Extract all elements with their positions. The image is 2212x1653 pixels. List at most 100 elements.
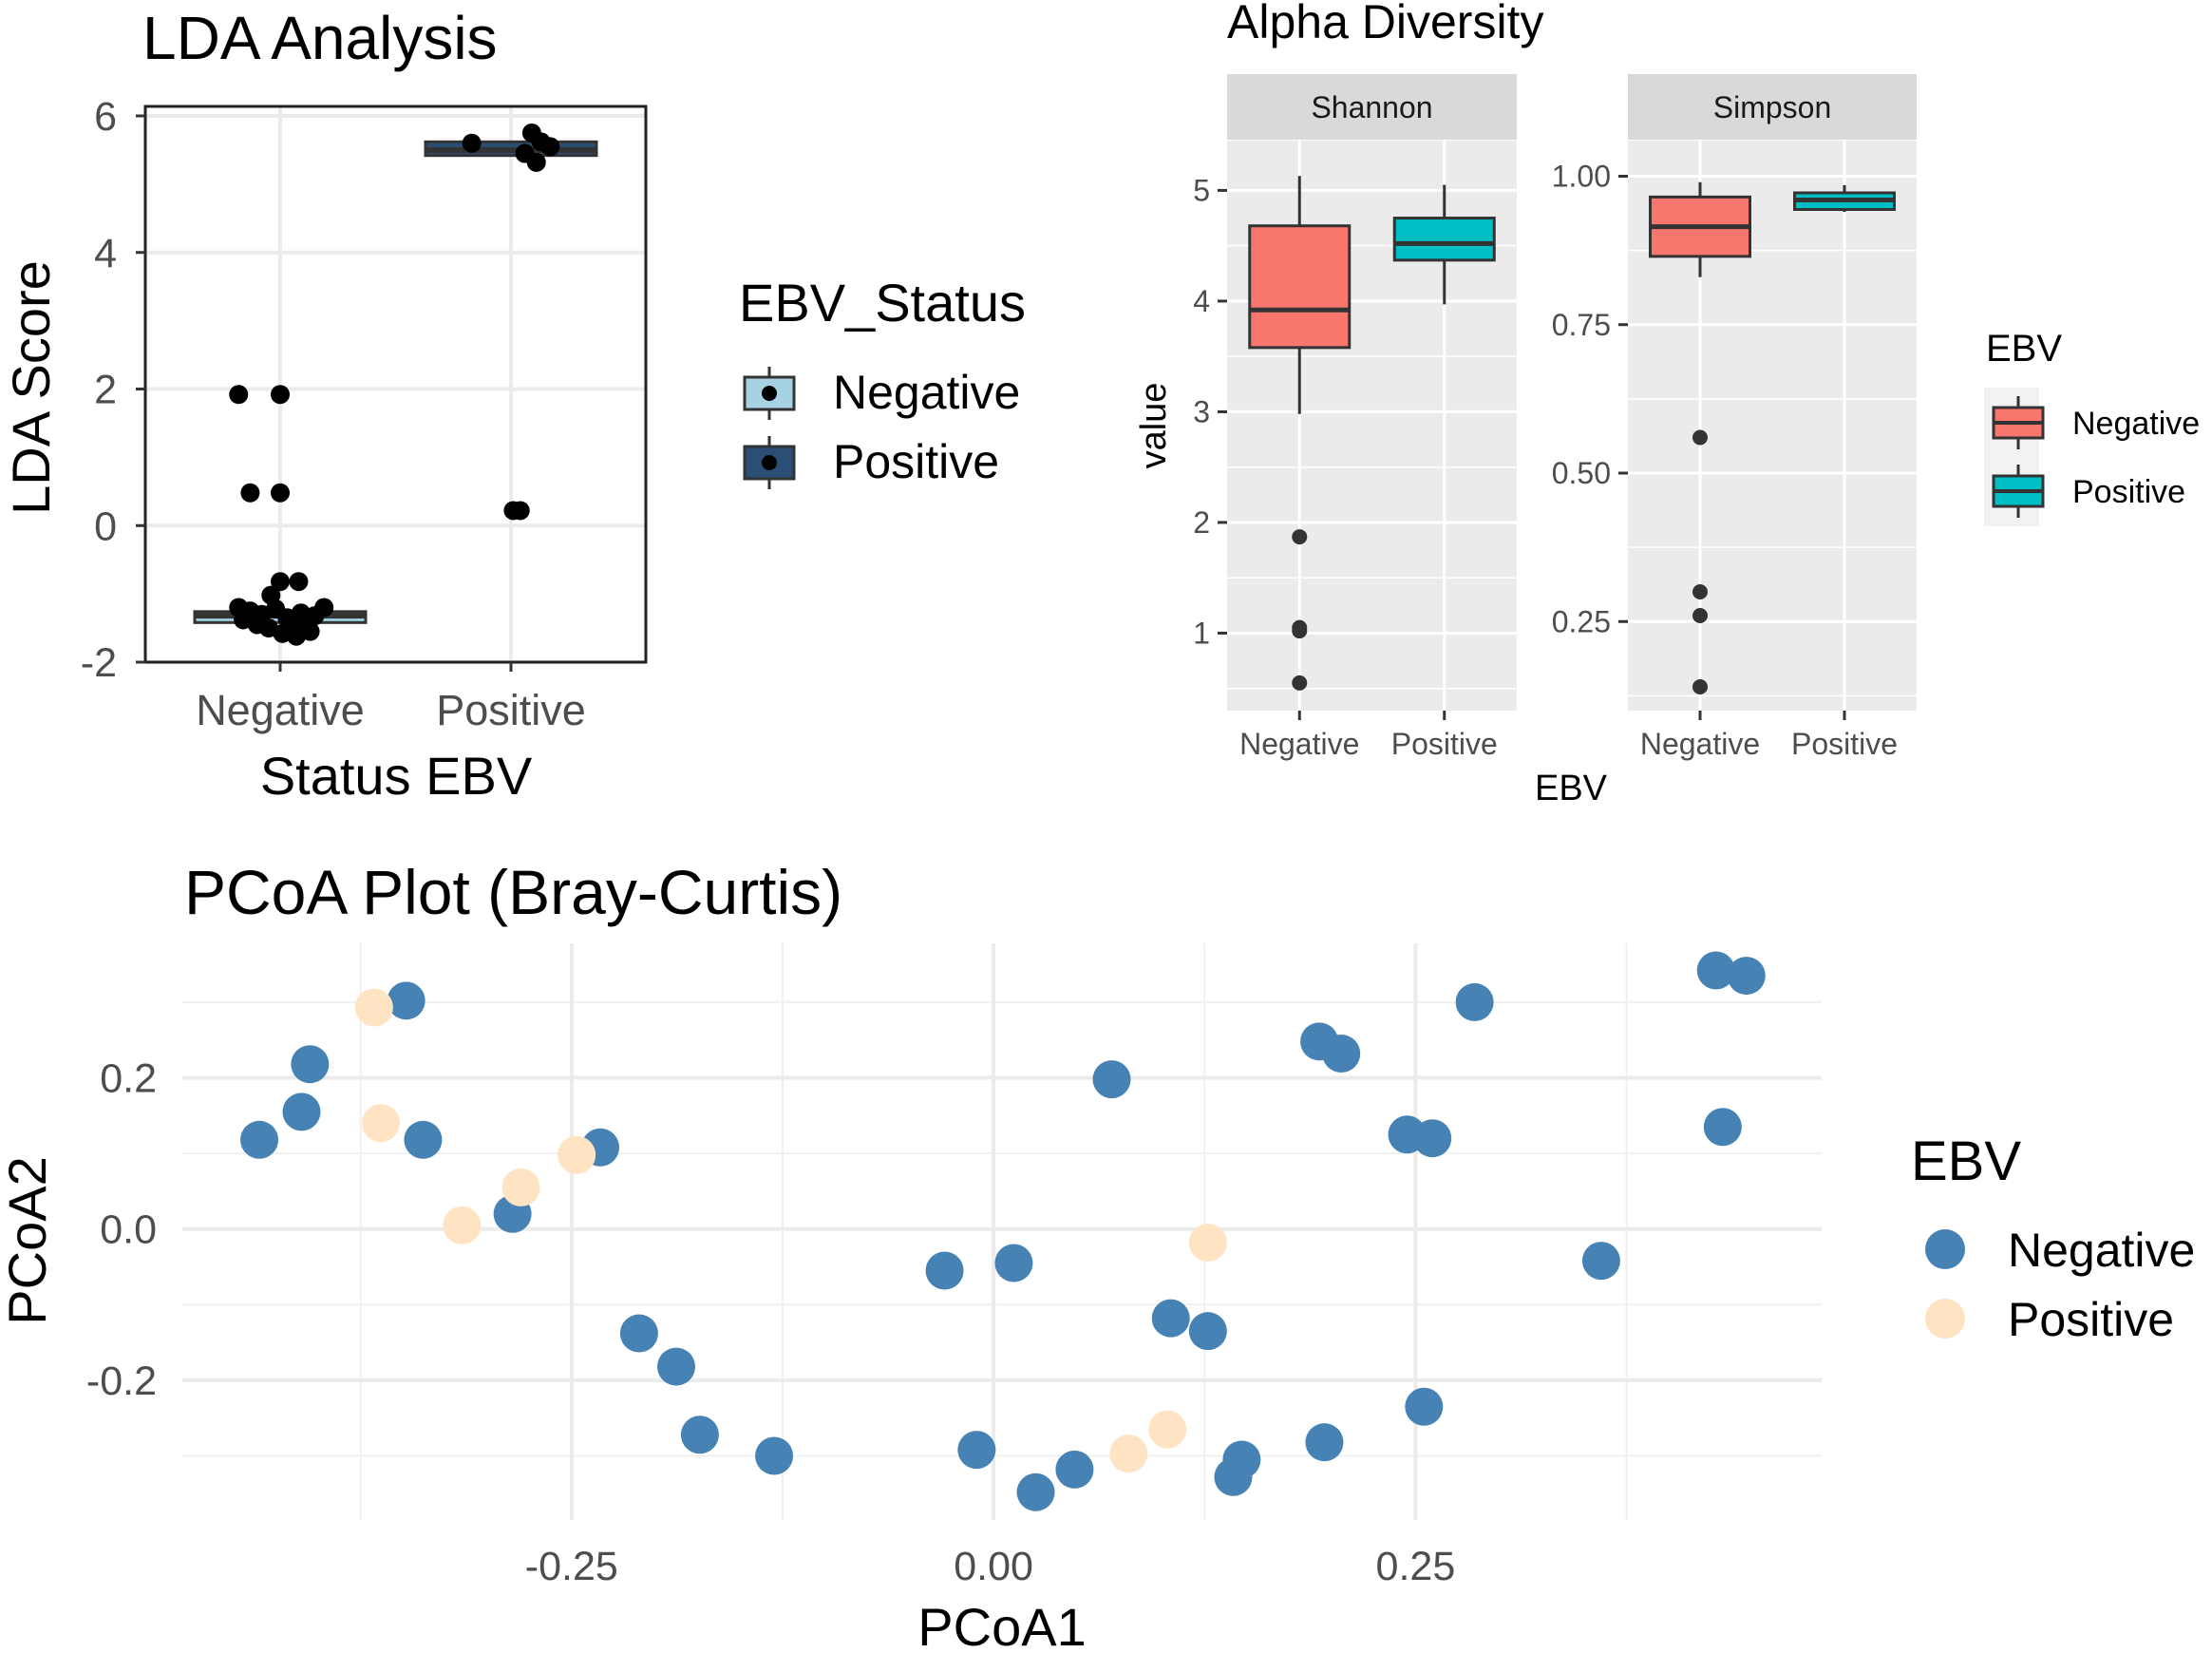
pcoa-xtick-label: 0.00 <box>954 1544 1033 1589</box>
pcoa-point-positive <box>354 988 393 1027</box>
alpha-ytick-label: 1 <box>1193 616 1210 650</box>
pcoa-point-negative <box>282 1092 321 1131</box>
alpha-ytick-label: 2 <box>1193 505 1210 540</box>
lda-xtick-label: Negative <box>196 686 365 734</box>
lda-legend-label: Negative <box>833 366 1020 419</box>
alpha-strip-label: Simpson <box>1713 90 1832 124</box>
pcoa-point-negative <box>1055 1450 1094 1489</box>
pcoa-point-negative <box>755 1436 794 1475</box>
pcoa-point-negative <box>1322 1035 1361 1074</box>
lda-xtick-label: Positive <box>436 686 586 734</box>
pcoa-point-negative <box>1413 1119 1452 1158</box>
alpha-strip-simpson <box>1628 74 1917 140</box>
lda-panel <box>145 106 646 662</box>
lda-legend-label: Positive <box>833 435 999 488</box>
pcoa-point-negative <box>957 1431 996 1470</box>
pcoa-xtick-label: 0.25 <box>1376 1544 1456 1589</box>
alpha-ylabel: value <box>1134 383 1174 469</box>
lda-panel-border <box>143 104 648 664</box>
pcoa-point-positive <box>1148 1410 1187 1449</box>
alpha-legend-label: Positive <box>2072 474 2185 510</box>
pcoa-point-negative <box>1703 1108 1742 1147</box>
alpha-xtick-label: Positive <box>1791 727 1898 761</box>
pcoa-xtick-label: -0.25 <box>525 1544 618 1589</box>
pcoa-point-positive <box>558 1135 596 1174</box>
alpha-box-negative <box>1248 224 1352 350</box>
alpha-outlier <box>1292 529 1308 545</box>
pcoa-point-negative <box>1151 1299 1190 1338</box>
pcoa-point-negative <box>291 1045 330 1084</box>
pcoa-point-negative <box>404 1120 443 1159</box>
lda-point <box>462 133 482 153</box>
alpha-outlier <box>1692 679 1708 694</box>
pcoa-point-negative <box>1188 1312 1227 1351</box>
lda-point <box>510 501 530 521</box>
pcoa-point-negative <box>1405 1387 1444 1426</box>
lda-ytick-label: 4 <box>94 231 117 276</box>
alpha-ytick-label: 0.50 <box>1552 456 1611 490</box>
alpha-xtick-label: Negative <box>1640 727 1760 761</box>
alpha-outlier <box>1692 429 1708 446</box>
pcoa-legend-title: EBV <box>1911 1130 2021 1192</box>
lda-legend-title: EBV_Status <box>739 273 1026 332</box>
pcoa-point-negative <box>1305 1423 1344 1462</box>
alpha-ytick-label: 3 <box>1193 394 1210 428</box>
alpha-legend-label: Negative <box>2072 406 2200 442</box>
pcoa-point-negative <box>240 1120 279 1159</box>
alpha-outlier <box>1292 623 1308 639</box>
alpha-ytick-label: 0.75 <box>1552 308 1611 342</box>
pcoa-ytick-label: 0.0 <box>100 1207 157 1253</box>
lda-point <box>526 152 546 172</box>
lda-point <box>229 385 249 405</box>
lda-ytick-label: 0 <box>94 504 117 549</box>
pcoa-point-positive <box>1188 1224 1227 1263</box>
pcoa-panel <box>182 943 1822 1520</box>
lda-point <box>271 572 290 592</box>
alpha-strip-shannon <box>1227 74 1517 140</box>
lda-ytick-label: 6 <box>94 94 117 140</box>
alpha-ytick-label: 5 <box>1193 173 1210 207</box>
pcoa-point-negative <box>1214 1457 1253 1496</box>
pcoa-title: PCoA Plot (Bray-Curtis) <box>184 857 842 927</box>
alpha-outlier <box>1692 584 1708 599</box>
alpha-ytick-label: 0.25 <box>1552 604 1611 638</box>
pcoa-point-positive <box>361 1104 400 1143</box>
pcoa-point-negative <box>680 1416 719 1454</box>
lda-point <box>271 483 290 503</box>
lda-point <box>242 604 262 624</box>
pcoa-point-negative <box>1581 1242 1620 1281</box>
lda-legend-dot <box>762 455 777 470</box>
alpha-legend-title: EBV <box>1986 328 2062 370</box>
alpha-outlier <box>1692 608 1708 623</box>
pcoa-ytick-label: 0.2 <box>100 1056 157 1102</box>
pcoa-point-negative <box>387 981 425 1020</box>
alpha-outlier <box>1292 674 1308 691</box>
pcoa-point-negative <box>619 1314 658 1353</box>
pcoa-legend-key <box>1925 1299 1965 1339</box>
lda-point <box>289 572 309 592</box>
alpha-xlabel: EBV <box>1535 769 1608 808</box>
lda-ytick-label: 2 <box>94 368 117 413</box>
lda-xlabel: Status EBV <box>260 746 533 806</box>
lda-point <box>271 385 290 405</box>
alpha-xtick-label: Positive <box>1391 727 1498 761</box>
lda-ytick-label: -2 <box>81 640 117 686</box>
alpha-strip-label: Shannon <box>1311 90 1432 124</box>
pcoa-point-negative <box>657 1347 696 1386</box>
alpha-ytick-label: 1.00 <box>1552 160 1611 194</box>
pcoa-point-positive <box>1109 1434 1148 1473</box>
pcoa-point-positive <box>501 1168 540 1206</box>
pcoa-point-negative <box>925 1251 964 1290</box>
pcoa-point-negative <box>1696 951 1735 990</box>
pcoa-ytick-label: -0.2 <box>86 1358 157 1404</box>
lda-legend-dot <box>762 386 777 401</box>
lda-point <box>540 137 560 157</box>
pcoa-point-negative <box>1092 1060 1131 1099</box>
lda-ylabel: LDA Score <box>1 260 61 515</box>
lda-point <box>300 621 320 641</box>
pcoa-xlabel: PCoA1 <box>917 1597 1086 1653</box>
pcoa-legend-label: Negative <box>2008 1224 2195 1277</box>
lda-title: LDA Analysis <box>142 4 498 72</box>
alpha-xtick-label: Negative <box>1239 727 1359 761</box>
